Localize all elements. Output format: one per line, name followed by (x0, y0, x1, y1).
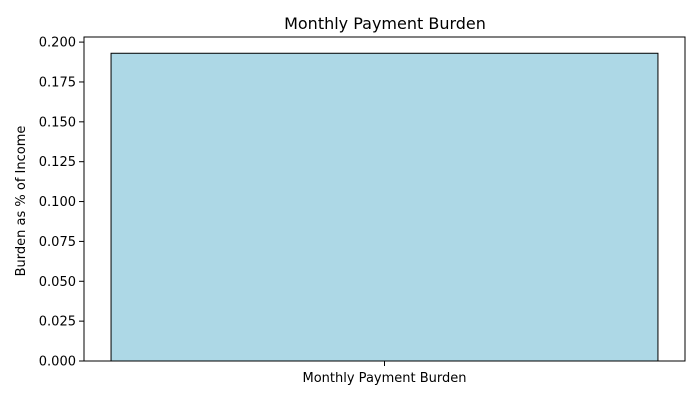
bar (110, 52, 659, 362)
x-axis: Monthly Payment Burden (303, 361, 467, 386)
y-tick-label: 0.000 (39, 355, 76, 370)
y-tick-label: 0.025 (39, 315, 76, 330)
bars-group (110, 52, 659, 362)
plot-frame (83, 36, 686, 362)
y-axis-label: Burden as % of Income (14, 126, 29, 277)
chart-title: Monthly Payment Burden (284, 14, 486, 33)
y-tick-label: 0.200 (39, 36, 76, 51)
y-axis: 0.000 0.025 0.050 0.075 0.100 0.125 0.150 0.175… (39, 36, 84, 370)
y-tick-label: 0.150 (39, 115, 76, 130)
y-tick-label: 0.100 (39, 195, 76, 210)
y-tick-label: 0.175 (39, 75, 76, 90)
y-tick-label: 0.125 (39, 155, 76, 170)
y-tick-label: 0.050 (39, 275, 76, 290)
y-tick-label: 0.075 (39, 235, 76, 250)
x-tick-label: Monthly Payment Burden (303, 371, 467, 386)
